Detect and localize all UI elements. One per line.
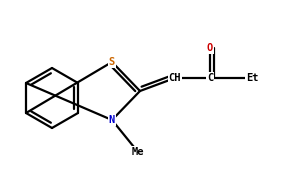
Text: O: O [207, 43, 213, 53]
Text: CH: CH [169, 73, 181, 83]
Text: C: C [207, 73, 213, 83]
Text: S: S [109, 57, 115, 67]
Text: Me: Me [132, 147, 144, 157]
Text: N: N [109, 115, 115, 125]
Text: Et: Et [246, 73, 258, 83]
